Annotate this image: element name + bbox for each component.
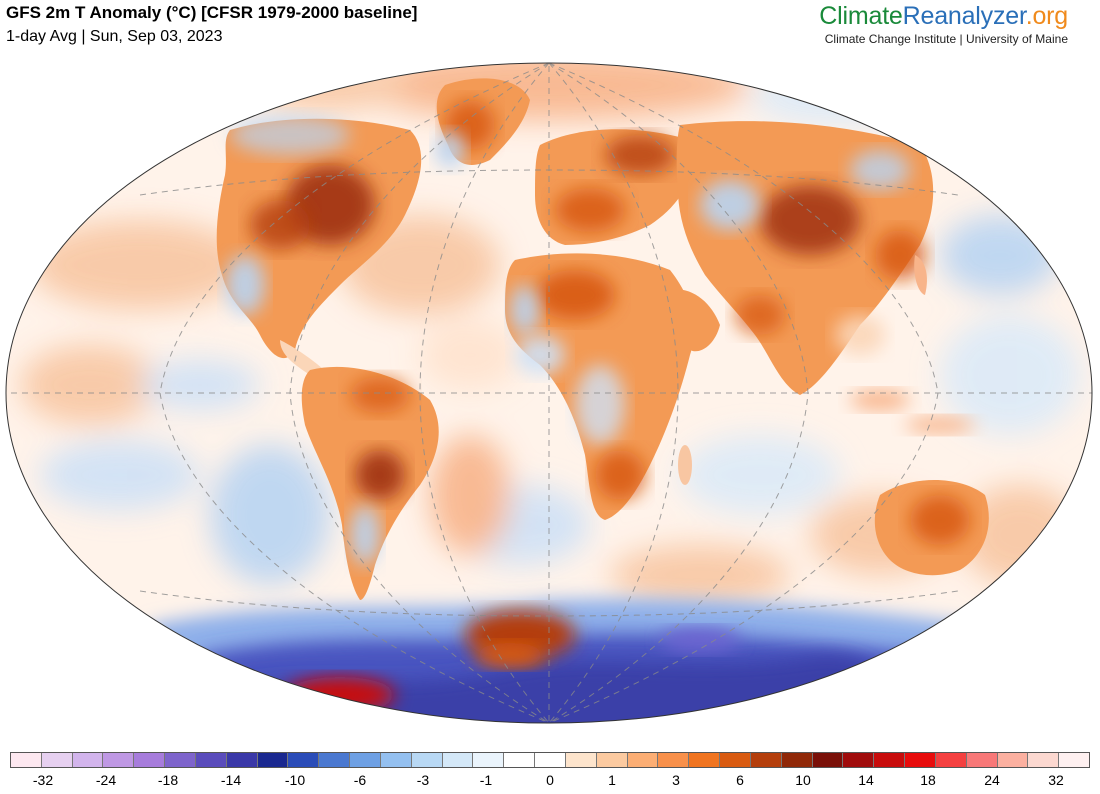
graticule [6,63,1092,723]
colorbar-tick-label: -10 [284,772,306,788]
colorbar-tick-label: -14 [220,772,242,788]
colorbar-tick-label: -6 [353,772,367,788]
colorbar-swatch [380,753,412,767]
colorbar-tick-label: -3 [416,772,430,788]
colorbar-swatch [596,753,628,767]
colorbar-swatch [535,753,566,767]
colorbar-swatch [504,753,536,767]
map-title: GFS 2m T Anomaly (°C) [CFSR 1979-2000 ba… [6,3,418,22]
colorbar-swatch [134,753,166,767]
colorbar-tick-label: -32 [32,772,54,788]
colorbar-swatch [442,753,474,767]
colorbar-swatch [874,753,906,767]
colorbar-swatch [103,753,135,767]
colorbar-swatch [781,753,813,767]
brand-logo-part-climate: Climate [819,2,903,30]
colorbar-swatch [195,753,227,767]
colorbar-swatch [658,753,690,767]
colorbar-tick-label: 1 [608,772,616,788]
colorbar-tick-label: 32 [1048,772,1064,788]
colorbar-tick-label: 14 [858,772,874,788]
ocean-anomaly-field [20,63,1080,605]
colorbar-tick-label: 6 [736,772,744,788]
map-subtitle: 1-day Avg | Sun, Sep 03, 2023 [6,28,223,45]
colorbar-swatch [627,753,659,767]
colorbar-swatch [11,753,42,767]
colorbar-swatch [288,753,320,767]
colorbar-tick-label: 18 [920,772,936,788]
colorbar-tick-label: -18 [157,772,179,788]
colorbar-tick-label: 10 [795,772,811,788]
colorbar-swatch [997,753,1029,767]
colorbar-swatch [689,753,721,767]
world-anomaly-map [5,62,1093,724]
colorbar-tick-label: -1 [479,772,493,788]
brand-tagline: Climate Change Institute | University of… [824,32,1068,46]
colorbar-swatch [41,753,73,767]
colorbar-swatch [226,753,258,767]
brand-logo-part-org: .org [1025,2,1068,30]
colorbar-swatch [750,753,782,767]
brand-logo[interactable]: ClimateReanalyzer.org [819,2,1068,31]
colorbar-swatch [966,753,998,767]
colorbar-swatch [1028,753,1060,767]
colorbar-tick-label: 0 [546,772,554,788]
colorbar-swatch [257,753,289,767]
colorbar-tick-label: -24 [95,772,117,788]
colorbar-swatch [165,753,196,767]
map-frame [5,62,1093,724]
colorbar-swatch [565,753,597,767]
colorbar-swatch [1059,753,1089,767]
colorbar-swatch [843,753,875,767]
colorbar-tick-labels: -32 -24 -18 -14 -10 -6 -3 -1 0 1 3 6 10 14 18 24 32 [0,772,1100,792]
colorbar-swatch [411,753,443,767]
brand-logo-part-reanalyzer: Reanalyzer [902,2,1026,30]
colorbar-swatch [905,753,936,767]
antarctic-peninsula-warm-anomaly [285,677,395,713]
colorbar-swatch [812,753,844,767]
colorbar-swatch [720,753,751,767]
colorbar-tick-label: 24 [984,772,1000,788]
colorbar-tick-label: 3 [672,772,680,788]
colorbar-swatch [473,753,505,767]
colorbar [10,752,1090,768]
colorbar-swatch [319,753,351,767]
colorbar-swatch [935,753,967,767]
colorbar-swatch [350,753,381,767]
colorbar-swatch [72,753,104,767]
map-content [6,63,1092,723]
